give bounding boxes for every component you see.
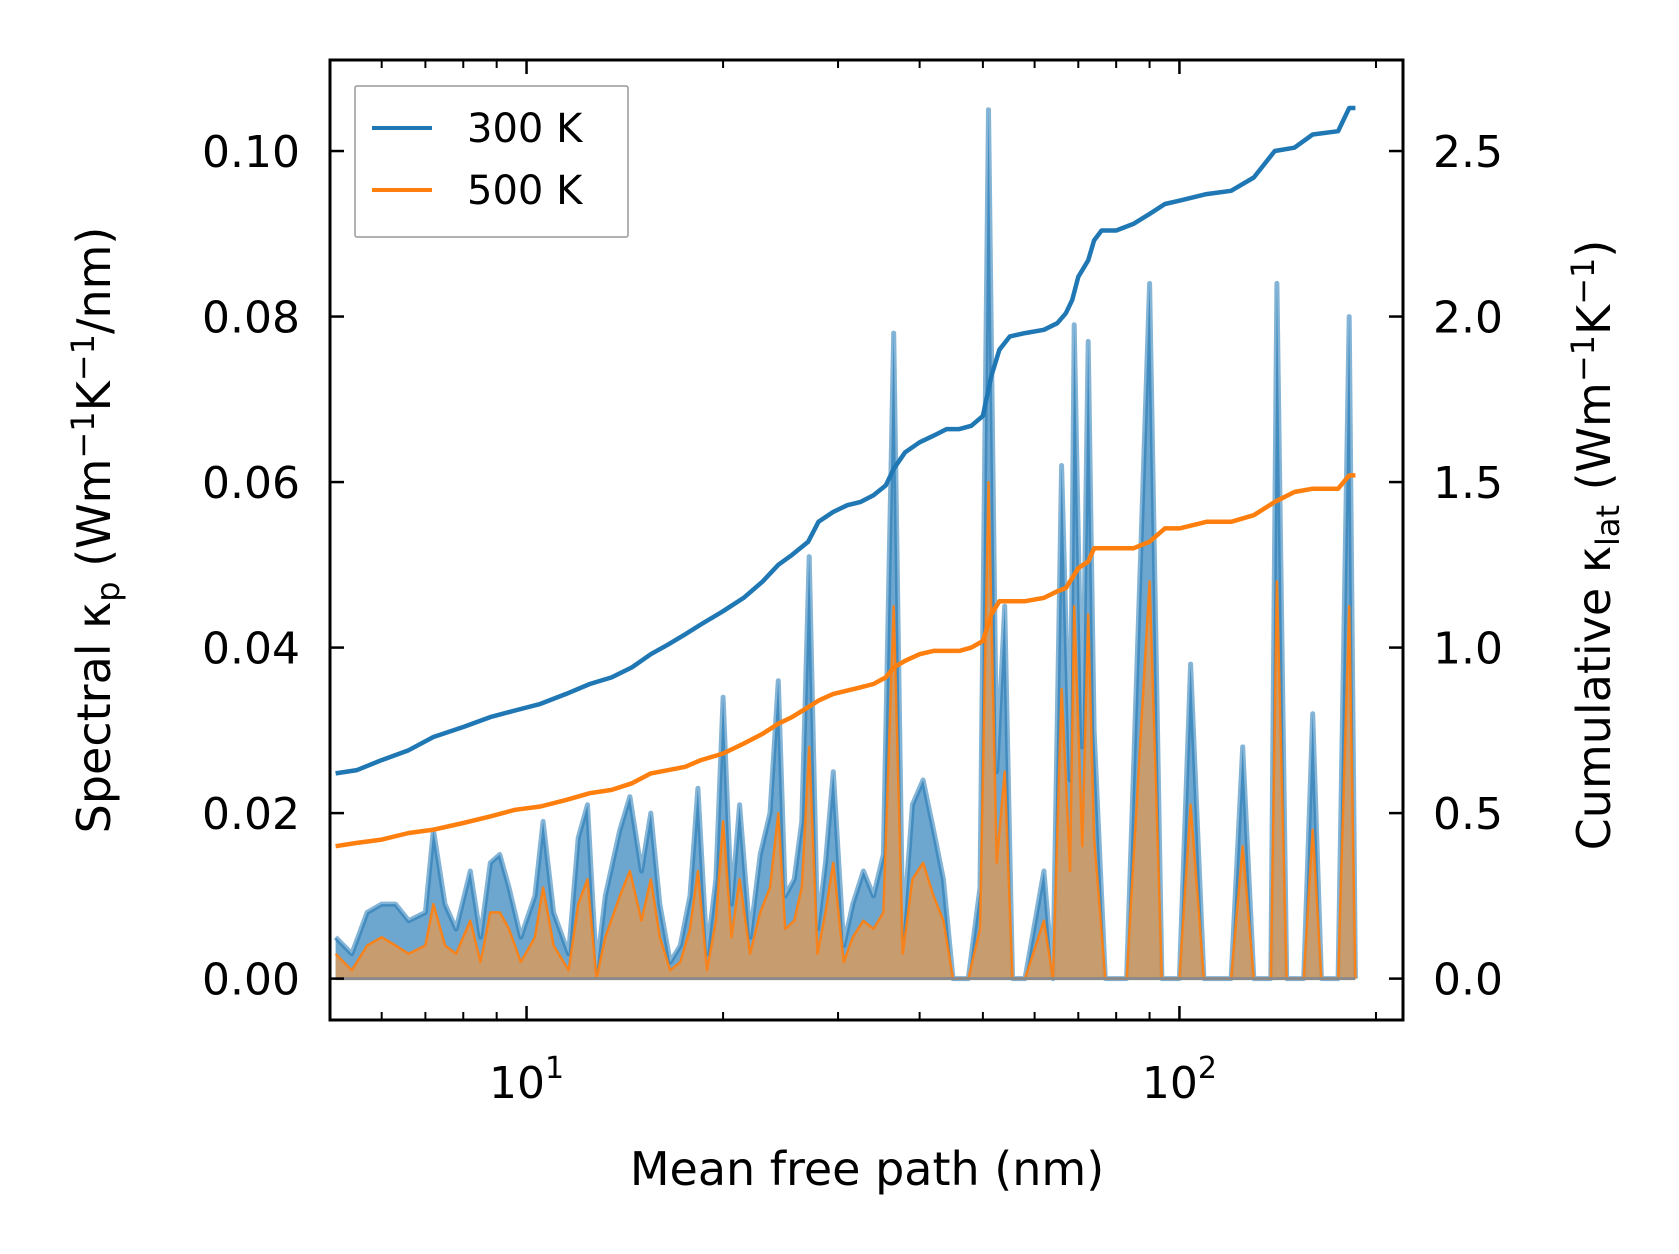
axes-frame bbox=[328, 58, 1405, 1022]
y-tick-label-left: 0.04 bbox=[202, 624, 300, 675]
legend-label-300k: 300 K bbox=[467, 106, 584, 152]
y-axis-label-right: Cumulative κlat (Wm−1K−1) bbox=[1564, 240, 1627, 851]
x-tick-label: 101 bbox=[489, 1051, 564, 1109]
cumulative-line-300k bbox=[335, 105, 1356, 776]
cumulative-line-500k bbox=[335, 473, 1356, 849]
y-tick-label-right: 1.0 bbox=[1433, 624, 1503, 675]
y-tick-label-right: 0.0 bbox=[1433, 955, 1503, 1006]
spectral-fill-300k bbox=[335, 109, 1356, 979]
y-tick-label-left: 0.06 bbox=[202, 458, 300, 509]
y-tick-label-right: 1.5 bbox=[1433, 458, 1503, 509]
y-tick-label-right: 0.5 bbox=[1433, 789, 1503, 840]
spectral-line-500k bbox=[334, 480, 1357, 980]
y-tick-label-left: 0.02 bbox=[202, 789, 300, 840]
ticks-layer: 0.00 0.02 0.04 0.06 0.08 0.10 0.0 0.5 1.0 1.5 2.0 2… bbox=[202, 60, 1503, 1109]
spectral-fill-500k bbox=[335, 482, 1356, 979]
legend-label-500k: 500 K bbox=[467, 168, 584, 214]
y-axis-label-left: Spectral κp (Wm−1K−1/nm) bbox=[64, 227, 127, 834]
cumulative-plot-layer bbox=[335, 105, 1356, 849]
y-tick-label-right: 2.5 bbox=[1433, 127, 1503, 178]
x-axis-label: Mean free path (nm) bbox=[630, 1142, 1104, 1196]
y-tick-label-left: 0.00 bbox=[202, 955, 300, 1006]
y-tick-label-right: 2.0 bbox=[1433, 293, 1503, 344]
legend-box bbox=[354, 85, 629, 238]
x-tick-label: 102 bbox=[1142, 1051, 1217, 1109]
spectral-plot-layer bbox=[333, 107, 1358, 982]
y-tick-label-left: 0.08 bbox=[202, 293, 300, 344]
legend: 300 K 500 K bbox=[354, 85, 629, 238]
spectral-line-300k bbox=[333, 107, 1358, 982]
y-tick-label-left: 0.10 bbox=[202, 127, 300, 178]
